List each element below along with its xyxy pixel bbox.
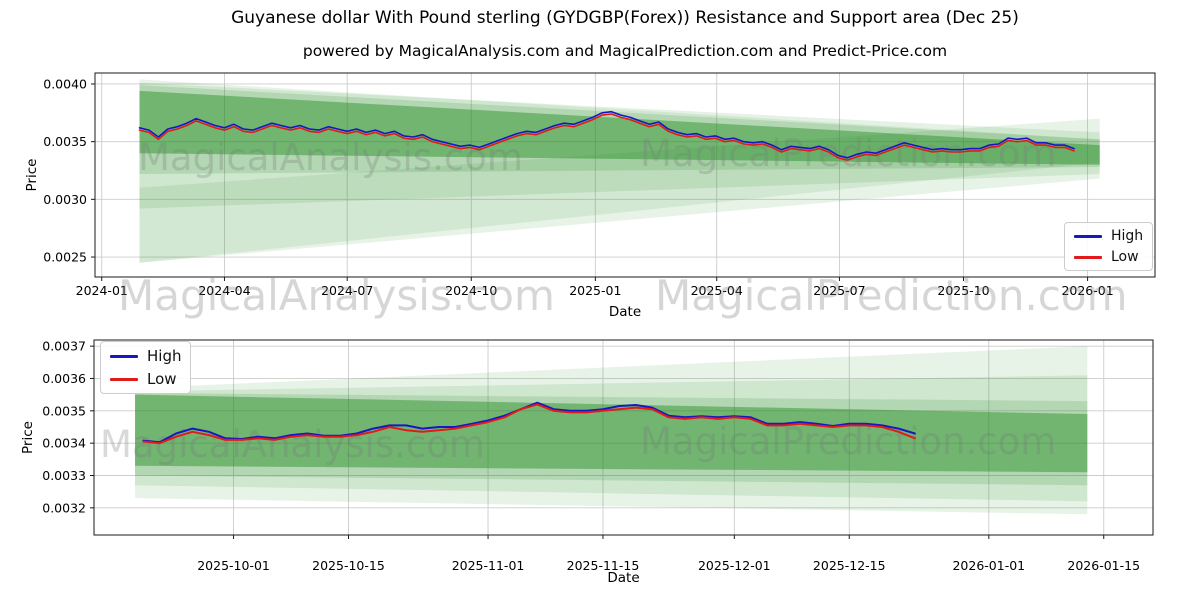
- y-tick-label: 0.0034: [42, 436, 86, 451]
- watermark-in-plot: MagicalAnalysis.com MagicalPrediction.com: [100, 420, 1056, 466]
- x-tick-labels: 2024-01 2024-04 2024-07 2024-10 2025-01 2025-…: [76, 283, 1114, 298]
- watermark-axis-row: MagicalAnalysis.com MagicalPrediction.com: [118, 271, 1128, 320]
- x-tick-label: 2026-01-15: [1067, 558, 1140, 573]
- x-tick-label: 2025-07: [813, 283, 865, 298]
- x-tick-label: 2025-12-15: [813, 558, 886, 573]
- band-wide-channel: [139, 82, 1100, 209]
- x-tick-label: 2025-11-15: [567, 558, 640, 573]
- low-line: [142, 403, 916, 445]
- y-axis-label: Price: [20, 421, 36, 454]
- y-tick-labels: 0.0025 0.0030 0.0035 0.0040: [43, 76, 87, 264]
- band-core-channel: [139, 90, 1100, 165]
- x-tick-label: 2025-10: [937, 283, 989, 298]
- low-line-swatch: [1074, 255, 1102, 259]
- legend-entry-low: Low: [1074, 249, 1143, 265]
- band-outer-resistance-support: [139, 79, 1100, 263]
- x-tick-label: 2025-10-01: [197, 558, 270, 573]
- legend-entry-low: Low: [110, 370, 181, 388]
- bottom-chart: MagicalAnalysis.com MagicalPrediction.com…: [20, 339, 1154, 586]
- band-outer-resistance-support: [135, 346, 1088, 515]
- legend-high-label: High: [147, 347, 182, 365]
- low-line: [138, 113, 1075, 161]
- x-tick-label: 2026-01-01: [952, 558, 1025, 573]
- figure-title: Guyanese dollar With Pound sterling (GYD…: [231, 8, 1019, 28]
- y-tick-label: 0.0033: [42, 468, 86, 483]
- high-line-swatch: [110, 354, 138, 358]
- x-tick-label: 2026-01: [1061, 283, 1113, 298]
- legend-low-label: Low: [1111, 249, 1139, 265]
- x-axis-label: Date: [609, 304, 641, 320]
- band-core-channel: [135, 394, 1088, 473]
- x-tick-label: 2024-01: [76, 283, 128, 298]
- x-tick-labels: 2025-10-01 2025-10-15 2025-11-01 2025-11-15…: [197, 558, 1140, 573]
- y-tick-label: 0.0035: [43, 134, 87, 149]
- y-tick-label: 0.0030: [43, 192, 87, 207]
- y-tick-labels: 0.0032 0.0033 0.0034 0.0035 0.0036 0.0037: [42, 339, 86, 516]
- y-axis-label: Price: [24, 159, 40, 192]
- y-tick-label: 0.0036: [42, 371, 86, 386]
- x-tick-label: 2024-07: [321, 283, 373, 298]
- band-rising-support: [139, 118, 1100, 263]
- tick-marks: [91, 83, 1089, 281]
- watermark-text: MagicalAnalysis.com: [138, 136, 523, 179]
- x-tick-label: 2024-04: [198, 283, 250, 298]
- y-tick-label: 0.0040: [43, 76, 87, 91]
- band-mid-channel: [135, 393, 1088, 486]
- high-line: [138, 110, 1075, 159]
- plot-border: [94, 72, 1156, 278]
- plot-border: [93, 339, 1154, 536]
- x-tick-label: 2025-01: [569, 283, 621, 298]
- grid: [94, 340, 1153, 535]
- watermark-in-plot: MagicalAnalysis.com MagicalPrediction.com: [138, 132, 1056, 179]
- x-tick-label: 2025-04: [691, 283, 743, 298]
- x-axis-label: Date: [607, 570, 639, 586]
- y-tick-label: 0.0025: [43, 250, 87, 265]
- x-tick-label: 2025-11-01: [452, 558, 525, 573]
- x-tick-label: 2025-12-01: [698, 558, 771, 573]
- watermark-text: MagicalPrediction.com: [640, 420, 1056, 463]
- legend-entry-high: High: [110, 347, 181, 365]
- tick-marks: [90, 345, 1105, 539]
- y-tick-label: 0.0037: [42, 339, 86, 354]
- support-resistance-bands: [135, 346, 1088, 515]
- legend-low-label: Low: [147, 370, 177, 388]
- x-tick-label: 2025-10-15: [312, 558, 385, 573]
- grid: [95, 73, 1155, 277]
- watermark-text: MagicalAnalysis.com: [100, 423, 485, 466]
- watermark-text: MagicalAnalysis.com: [118, 271, 555, 320]
- top-chart-legend: High Low: [1064, 222, 1154, 271]
- legend-high-label: High: [1111, 228, 1144, 244]
- y-tick-label: 0.0032: [42, 500, 86, 515]
- band-mid-channel: [139, 85, 1100, 174]
- bottom-chart-legend: High Low: [100, 341, 192, 394]
- top-chart: MagicalAnalysis.com MagicalPrediction.com…: [24, 72, 1156, 320]
- watermark-text: MagicalPrediction.com: [655, 271, 1128, 320]
- band-wide-channel: [135, 375, 1088, 502]
- y-tick-label: 0.0035: [42, 403, 86, 418]
- low-line-swatch: [110, 377, 138, 381]
- plot-background: [95, 73, 1155, 277]
- legend-entry-high: High: [1074, 228, 1143, 244]
- x-tick-label: 2024-10: [445, 283, 497, 298]
- high-line-swatch: [1074, 234, 1102, 238]
- figure-subtitle: powered by MagicalAnalysis.com and Magic…: [302, 42, 948, 60]
- support-resistance-bands: [139, 79, 1100, 263]
